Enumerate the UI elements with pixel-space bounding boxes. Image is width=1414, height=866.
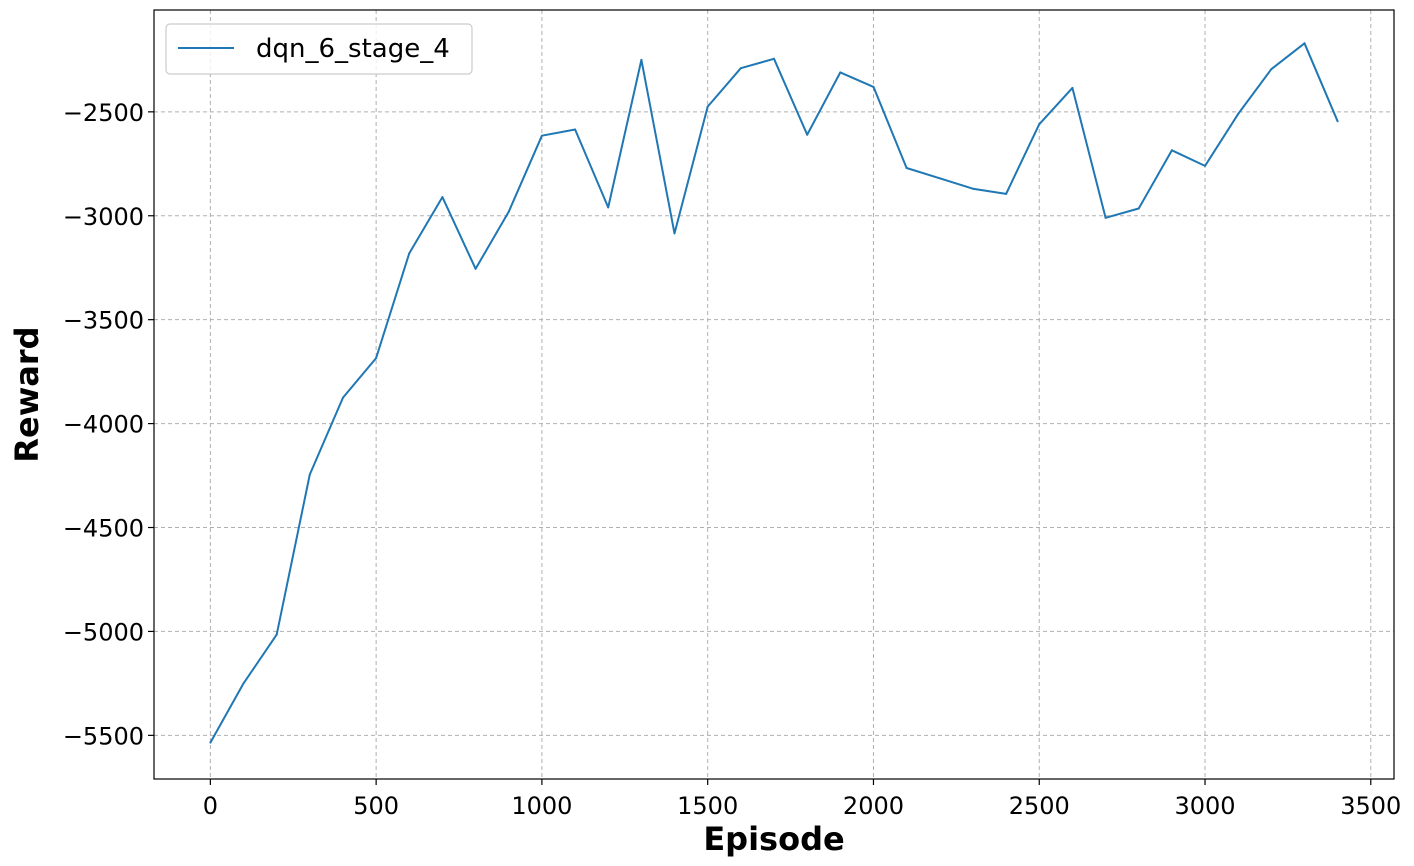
data-point [1204,164,1206,167]
data-point [441,196,444,199]
data-point [1336,120,1339,123]
y-tick-label: −2500 [63,99,144,127]
y-tick-label: −3000 [63,203,144,231]
legend: dqn_6_stage_4 [165,23,473,75]
y-tick-label: −5500 [63,722,144,750]
data-point [1237,112,1240,115]
data-point [507,210,510,213]
data-point [574,128,577,131]
data-point [375,357,378,360]
legend-box [165,23,473,75]
plot-frame [153,9,1395,780]
x-tick-label: 1000 [511,792,572,820]
data-point [673,232,676,235]
legend-label-dqn-6-stage-4: dqn_6_stage_4 [256,34,450,64]
data-point [905,167,908,169]
data-point [342,396,344,399]
data-point [640,58,643,61]
grid [154,10,1394,779]
x-tick-label: 3500 [1340,792,1401,820]
x-tick-label: 1500 [677,792,738,820]
data-point [971,187,974,190]
data-point [607,206,610,209]
x-tick-label: 2500 [1009,792,1070,820]
data-point [1170,149,1173,152]
data-point [408,252,411,255]
x-axis-title: Episode [703,820,844,858]
data-point [706,105,709,108]
x-tick-label: 500 [353,792,399,820]
data-point [839,71,842,74]
y-tick-label: −5000 [63,618,144,646]
data-point [540,134,543,137]
data-point [872,85,875,88]
data-point [1137,207,1140,210]
data-point [806,133,809,136]
data-point [242,682,245,685]
data-point [1270,68,1273,71]
data-point [1104,216,1107,219]
x-tick-label: 2000 [843,792,904,820]
data-point [1038,123,1041,126]
data-point [1005,192,1008,195]
x-tick-label: 0 [203,792,218,820]
data-point [1071,86,1074,89]
y-tick-label: −4500 [63,515,144,543]
data-point [773,57,775,60]
data-point [938,177,941,180]
data-point [1303,42,1306,45]
y-tick-label: −4000 [63,411,144,439]
series-line [209,42,1339,744]
y-tick-label: −3500 [63,307,144,335]
data-point [474,267,477,270]
x-tick-label: 3000 [1174,792,1235,820]
data-point [209,741,212,744]
data-point [739,67,742,70]
data-point [275,633,278,636]
series-lines [209,42,1339,744]
data-point [308,473,311,476]
axis-ticks: 0 500 1000 1500 2000 2500 3000 3500 −5500 −5000 −4… [63,99,1402,820]
y-axis-title: Reward [8,326,46,462]
